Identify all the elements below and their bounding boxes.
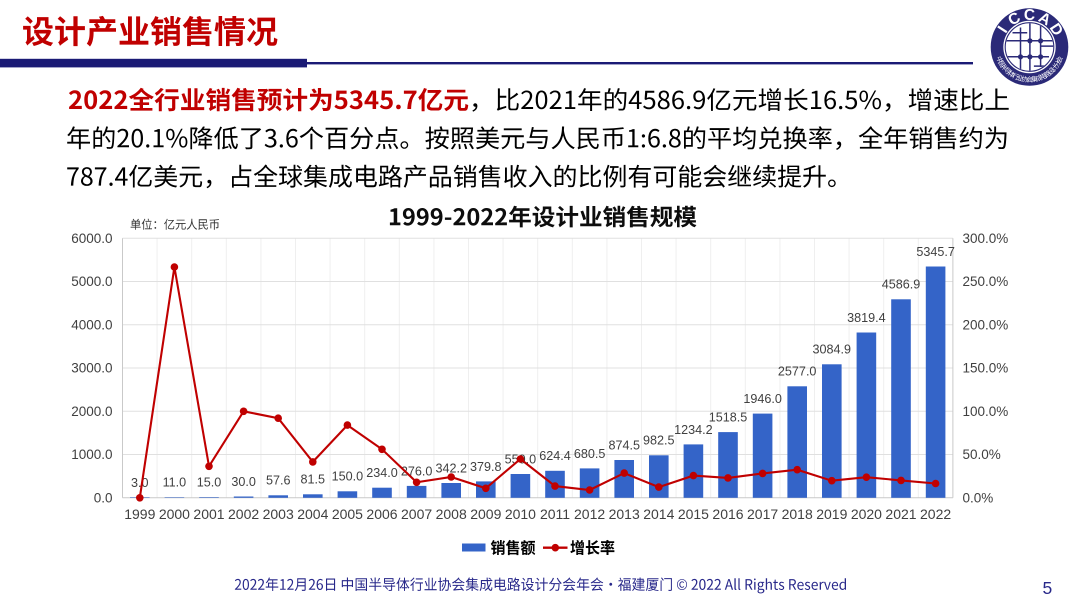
svg-text:2005: 2005	[332, 506, 363, 522]
svg-text:2002: 2002	[228, 506, 259, 522]
svg-text:3.0: 3.0	[131, 476, 149, 490]
svg-text:57.6: 57.6	[266, 474, 291, 488]
svg-text:342.2: 342.2	[435, 461, 467, 475]
svg-text:982.5: 982.5	[643, 434, 675, 448]
svg-text:300.0%: 300.0%	[963, 231, 1009, 246]
svg-text:100.0%: 100.0%	[963, 404, 1009, 419]
svg-text:1946.0: 1946.0	[743, 392, 782, 406]
svg-text:15.0: 15.0	[197, 476, 222, 490]
svg-text:150.0%: 150.0%	[963, 361, 1009, 376]
svg-text:2010: 2010	[505, 506, 536, 522]
svg-text:2004: 2004	[297, 506, 328, 522]
svg-text:50.0%: 50.0%	[963, 447, 1001, 462]
svg-text:2001: 2001	[193, 506, 224, 522]
svg-text:2019: 2019	[816, 506, 847, 522]
svg-text:C: C	[1024, 7, 1035, 24]
svg-text:4586.9: 4586.9	[882, 278, 921, 292]
svg-text:3084.9: 3084.9	[813, 343, 852, 357]
svg-text:200.0%: 200.0%	[963, 317, 1009, 332]
svg-text:2008: 2008	[436, 506, 467, 522]
svg-text:0.0%: 0.0%	[963, 491, 994, 506]
svg-text:1518.5: 1518.5	[709, 411, 748, 425]
svg-text:30.0: 30.0	[231, 475, 256, 489]
svg-text:2013: 2013	[609, 506, 640, 522]
svg-text:81.5: 81.5	[301, 473, 326, 487]
svg-text:4000.0: 4000.0	[71, 317, 112, 332]
svg-text:2015: 2015	[678, 506, 709, 522]
svg-text:2000: 2000	[159, 506, 190, 522]
svg-text:2022: 2022	[920, 506, 951, 522]
svg-text:2011: 2011	[540, 506, 570, 522]
svg-text:5000.0: 5000.0	[71, 274, 112, 289]
svg-text:2007: 2007	[401, 506, 432, 522]
svg-text:2000.0: 2000.0	[71, 404, 112, 419]
svg-text:0.0: 0.0	[94, 491, 113, 506]
svg-text:2020: 2020	[851, 506, 882, 522]
svg-text:2017: 2017	[747, 506, 778, 522]
svg-text:11.0: 11.0	[163, 476, 187, 490]
svg-text:2012: 2012	[574, 506, 605, 522]
svg-text:680.5: 680.5	[574, 447, 606, 461]
svg-text:5345.7: 5345.7	[916, 245, 955, 259]
svg-text:3819.4: 3819.4	[847, 311, 886, 325]
svg-text:5: 5	[1043, 578, 1053, 598]
svg-text:6000.0: 6000.0	[71, 231, 112, 246]
svg-text:1000.0: 1000.0	[71, 447, 112, 462]
svg-text:2014: 2014	[643, 506, 674, 522]
svg-text:234.0: 234.0	[366, 466, 398, 480]
svg-text:874.5: 874.5	[608, 438, 640, 452]
svg-text:1234.2: 1234.2	[674, 423, 713, 437]
svg-text:2018: 2018	[782, 506, 813, 522]
svg-text:150.0: 150.0	[332, 470, 364, 484]
svg-text:624.4: 624.4	[539, 449, 571, 463]
svg-text:2021: 2021	[885, 506, 916, 522]
svg-text:2009: 2009	[470, 506, 501, 522]
svg-text:2003: 2003	[263, 506, 294, 522]
svg-text:3000.0: 3000.0	[71, 361, 112, 376]
svg-text:1999: 1999	[124, 506, 155, 522]
svg-text:2577.0: 2577.0	[778, 365, 817, 379]
svg-text:2006: 2006	[366, 506, 397, 522]
svg-text:2016: 2016	[712, 506, 743, 522]
svg-text:379.8: 379.8	[470, 460, 502, 474]
svg-text:250.0%: 250.0%	[963, 274, 1009, 289]
